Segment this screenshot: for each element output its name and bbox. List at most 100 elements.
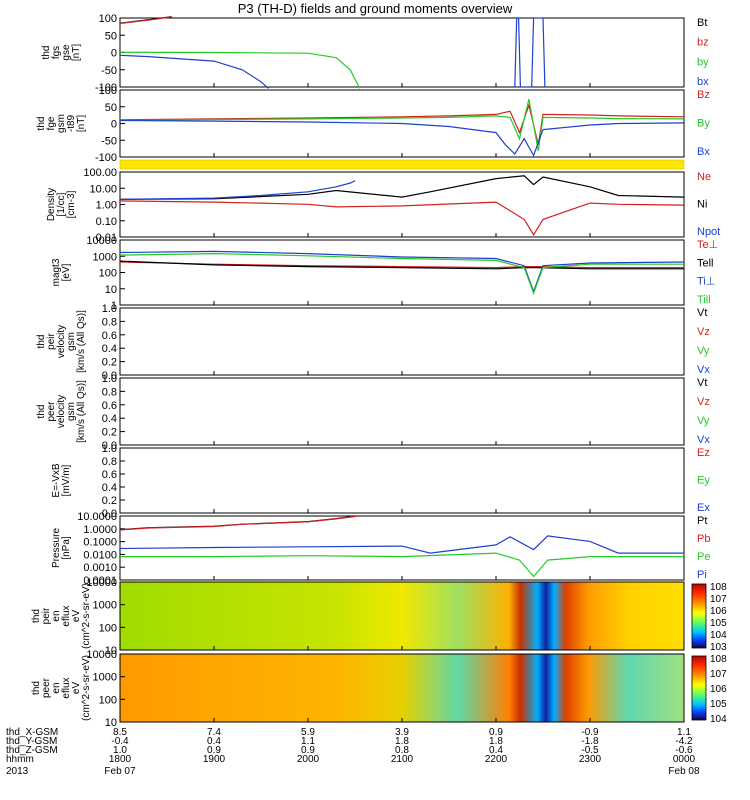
y-axis-label-line: [nT] (71, 44, 82, 61)
colorbar-tick-label: 108 (710, 582, 727, 593)
legend-entry: Tell (697, 257, 714, 269)
y-tick-label: 0.2 (102, 357, 117, 369)
y-tick-label: 100 (99, 268, 117, 280)
y-tick-label: 1.00 (96, 200, 117, 212)
y-tick-label: 0.4 (102, 343, 117, 355)
colorbar-tick-label: 105 (710, 618, 727, 629)
legend-entry: bz (697, 37, 709, 49)
y-tick-label: 10.0000 (77, 511, 117, 523)
y-axis-label-line: eV (71, 610, 82, 623)
legend-entry: Vx (697, 434, 710, 446)
y-tick-label: 0.0 (102, 440, 117, 452)
y-tick-label: 1.0 (102, 373, 117, 385)
y-axis-label-line: en (51, 610, 62, 621)
series-line-temperature-Te⊥ (119, 261, 684, 269)
y-tick-label: 0.6 (102, 469, 117, 481)
legend-entry: Ne (697, 171, 711, 183)
y-axis-label-line: gsm (56, 114, 67, 133)
y-axis-label-line: [mV/m] (61, 464, 72, 496)
panel-frame-temperature (119, 239, 685, 306)
legend-entry: Vz (697, 396, 710, 408)
time-axis-value: 1800 (109, 754, 132, 765)
y-tick-label: 0.0010 (83, 562, 117, 574)
series-line-pressure-Pe (120, 552, 684, 578)
date-label: 2013 (6, 766, 29, 777)
y-axis-label-line: peir (41, 607, 52, 624)
y-axis-label-line: thd (31, 681, 42, 695)
time-axis-value: 7.4 (207, 727, 221, 738)
y-axis-label-line: [km/s (All Qs)] (76, 380, 87, 443)
y-axis-label-line: en (51, 682, 62, 693)
series-line-pressure-Pi (119, 535, 684, 554)
y-tick-label: 0.01 (96, 232, 117, 244)
time-axis-value: 2300 (579, 754, 602, 765)
y-tick-label: 0.1000 (83, 537, 117, 549)
y-axis-label-line: fge (46, 116, 57, 130)
legend-entry: bx (697, 76, 709, 88)
legend-entry: Ez (697, 447, 710, 459)
y-tick-label: 10.00 (89, 183, 117, 195)
y-tick-label: 0.4 (102, 482, 117, 494)
y-axis-label-line: eflux (61, 677, 72, 698)
y-axis-label-line: thd (41, 46, 52, 60)
y-axis-label-line: peir (46, 332, 57, 349)
time-axis-value: 1900 (203, 754, 226, 765)
y-tick-label: 0.10 (96, 216, 117, 228)
series-line-temperature-Till (119, 252, 684, 295)
legend-entry: Ex (697, 502, 710, 514)
time-axis-value: 0000 (673, 754, 696, 765)
time-axis-row-label: thd_X-GSM (6, 727, 58, 738)
time-axis-value: 8.5 (113, 727, 127, 738)
colorbar-tick-label: 108 (710, 654, 727, 665)
panel-frame-peer_velocity (119, 377, 685, 446)
colorbar-tick-label: 107 (710, 669, 727, 680)
y-axis-label-line: thd (36, 335, 47, 349)
y-tick-label: 50 (105, 102, 117, 114)
y-axis-label-line: Pressure (51, 528, 62, 568)
legend-entry: Bt (697, 17, 707, 29)
y-tick-label: 1.0000 (83, 524, 117, 536)
y-axis-label-line: [nPa] (61, 536, 72, 560)
y-tick-label: -100 (95, 82, 117, 94)
legend-entry: Pt (697, 515, 707, 527)
time-axis-value: -0.4 (111, 736, 129, 747)
legend-entry: Vx (697, 364, 710, 376)
time-axis-value: 2200 (485, 754, 508, 765)
legend-entry: Pb (697, 533, 710, 545)
time-axis-value: -0.9 (581, 727, 599, 738)
y-tick-label: 0.0 (102, 508, 117, 520)
y-tick-label: 1.0 (102, 303, 117, 315)
y-axis-label-peer_eflux: thd peer en eflux eV (cm^2-s-sr-eV) (31, 655, 92, 721)
y-tick-label: 10000 (86, 649, 117, 661)
legend-entry: Ni (697, 199, 707, 211)
legend-entry: Bx (697, 146, 710, 158)
panel-frame-density (119, 171, 685, 238)
colorbar-tick-label: 104 (710, 630, 727, 641)
time-axis-row-label: thd_Y-GSM (6, 736, 57, 747)
colorbar-peer_eflux (691, 655, 707, 721)
y-tick-label: -100 (95, 152, 117, 164)
y-axis-label-line: eV (71, 682, 82, 695)
y-tick-label: 100 (99, 622, 117, 634)
y-tick-label: -50 (101, 135, 117, 147)
legend-entry: Pi (697, 569, 707, 581)
y-axis-label-line: (cm^2-s-sr-eV) (81, 655, 92, 721)
flag-bar (119, 159, 685, 170)
series-line-density-Ni (119, 175, 685, 200)
colorbar-tick-label: 106 (710, 684, 727, 695)
y-tick-label: 0.4 (102, 413, 117, 425)
y-axis-label-line: [nT] (76, 115, 87, 132)
legend-entry: Vy (697, 415, 710, 427)
time-axis-value: 0.9 (489, 727, 503, 738)
y-axis-label-efield: E=-VxB [mV/m] (51, 463, 72, 498)
legend-entry: Bz (697, 89, 710, 101)
panel-frame-efield (119, 447, 685, 514)
y-axis-label-line: Density (46, 188, 57, 221)
y-tick-label: 100 (99, 694, 117, 706)
y-tick-label: 0.0100 (83, 549, 117, 561)
time-axis-value: 1.1 (301, 736, 315, 747)
colorbar-tick-label: 107 (710, 594, 727, 605)
y-axis-label-line: [km/s (All Qs)] (76, 310, 87, 373)
y-axis-label-line: [1/cc] (56, 192, 67, 216)
legend-entry: Npot (697, 226, 720, 238)
